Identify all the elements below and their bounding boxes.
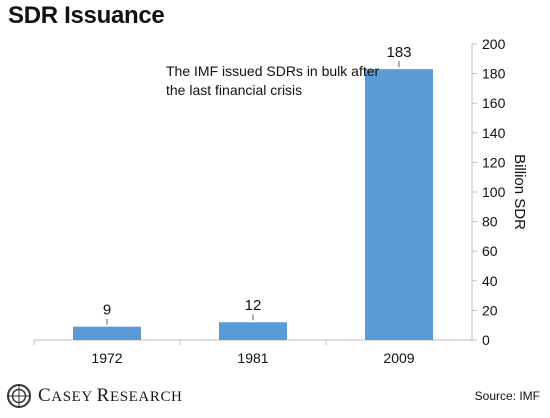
casey-research-logo-icon — [7, 384, 31, 408]
y-tick-label: 40 — [482, 273, 498, 289]
bar-1981 — [219, 322, 287, 340]
y-tick-label: 100 — [482, 184, 506, 200]
y-tick-label: 20 — [482, 302, 498, 318]
chart-title: SDR Issuance — [8, 2, 165, 29]
y-tick-label: 140 — [482, 125, 506, 141]
chart-annotation: The IMF issued SDRs in bulk after the la… — [166, 63, 380, 98]
brand-name: CASEY RESEARCH — [38, 385, 183, 406]
y-tick-label: 0 — [482, 332, 490, 348]
bar-1972 — [73, 326, 141, 340]
x-tick-label-1981: 1981 — [237, 350, 268, 366]
y-tick-label: 160 — [482, 95, 506, 111]
y-tick-label: 80 — [482, 214, 498, 230]
data-label-1972: 9 — [103, 302, 111, 319]
data-label-2009: 183 — [386, 44, 411, 61]
source-note: Source: IMF — [474, 389, 540, 403]
y-tick-label: 180 — [482, 66, 506, 82]
y-tick-label: 200 — [482, 36, 506, 52]
bar-2009 — [365, 69, 433, 340]
brand-initial-r: R — [96, 385, 110, 406]
y-tick-label: 60 — [482, 243, 498, 259]
x-tick-label-2009: 2009 — [383, 350, 414, 366]
y-axis-title: Billion SDR — [511, 154, 528, 230]
data-label-1981: 12 — [245, 297, 262, 314]
brand-footer: CASEY RESEARCH — [6, 383, 182, 409]
brand-initial-c: C — [38, 385, 52, 406]
x-tick-label-1972: 1972 — [91, 350, 122, 366]
y-tick-label: 120 — [482, 154, 506, 170]
